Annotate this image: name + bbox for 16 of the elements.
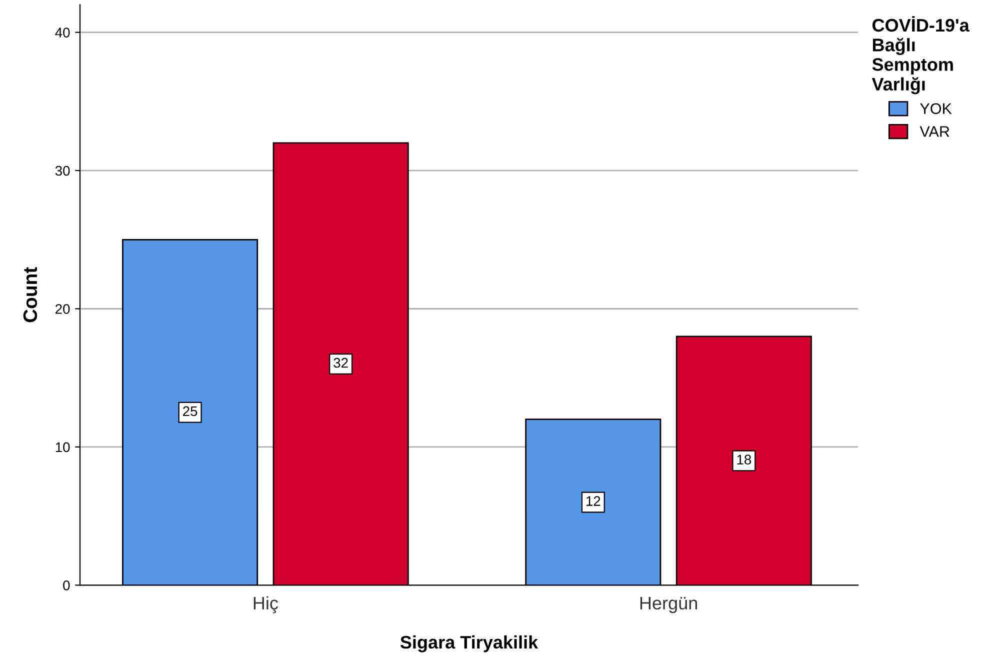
y-tick-label: 30	[55, 166, 70, 176]
y-tick-label: 0	[63, 580, 70, 590]
data-label: 18	[737, 454, 752, 465]
legend-label: VAR	[920, 126, 950, 137]
x-tick-label: Hiç	[254, 596, 278, 614]
data-label: 25	[183, 406, 198, 416]
x-tick-label: Hergün	[640, 596, 697, 614]
y-tick-label: 40	[55, 28, 70, 38]
data-label: 32	[334, 358, 348, 368]
y-tick-label: 20	[56, 304, 70, 314]
data-label: 12	[586, 496, 600, 506]
legend-label: YOK	[920, 103, 952, 114]
x-axis-title: Sigara Tiryakilik	[400, 635, 538, 652]
legend-title: COVİD-19'a Bağlı Semptom Varlığı	[872, 16, 970, 94]
y-tick-label: 10	[56, 442, 70, 452]
y-axis-title: Count	[23, 267, 38, 322]
